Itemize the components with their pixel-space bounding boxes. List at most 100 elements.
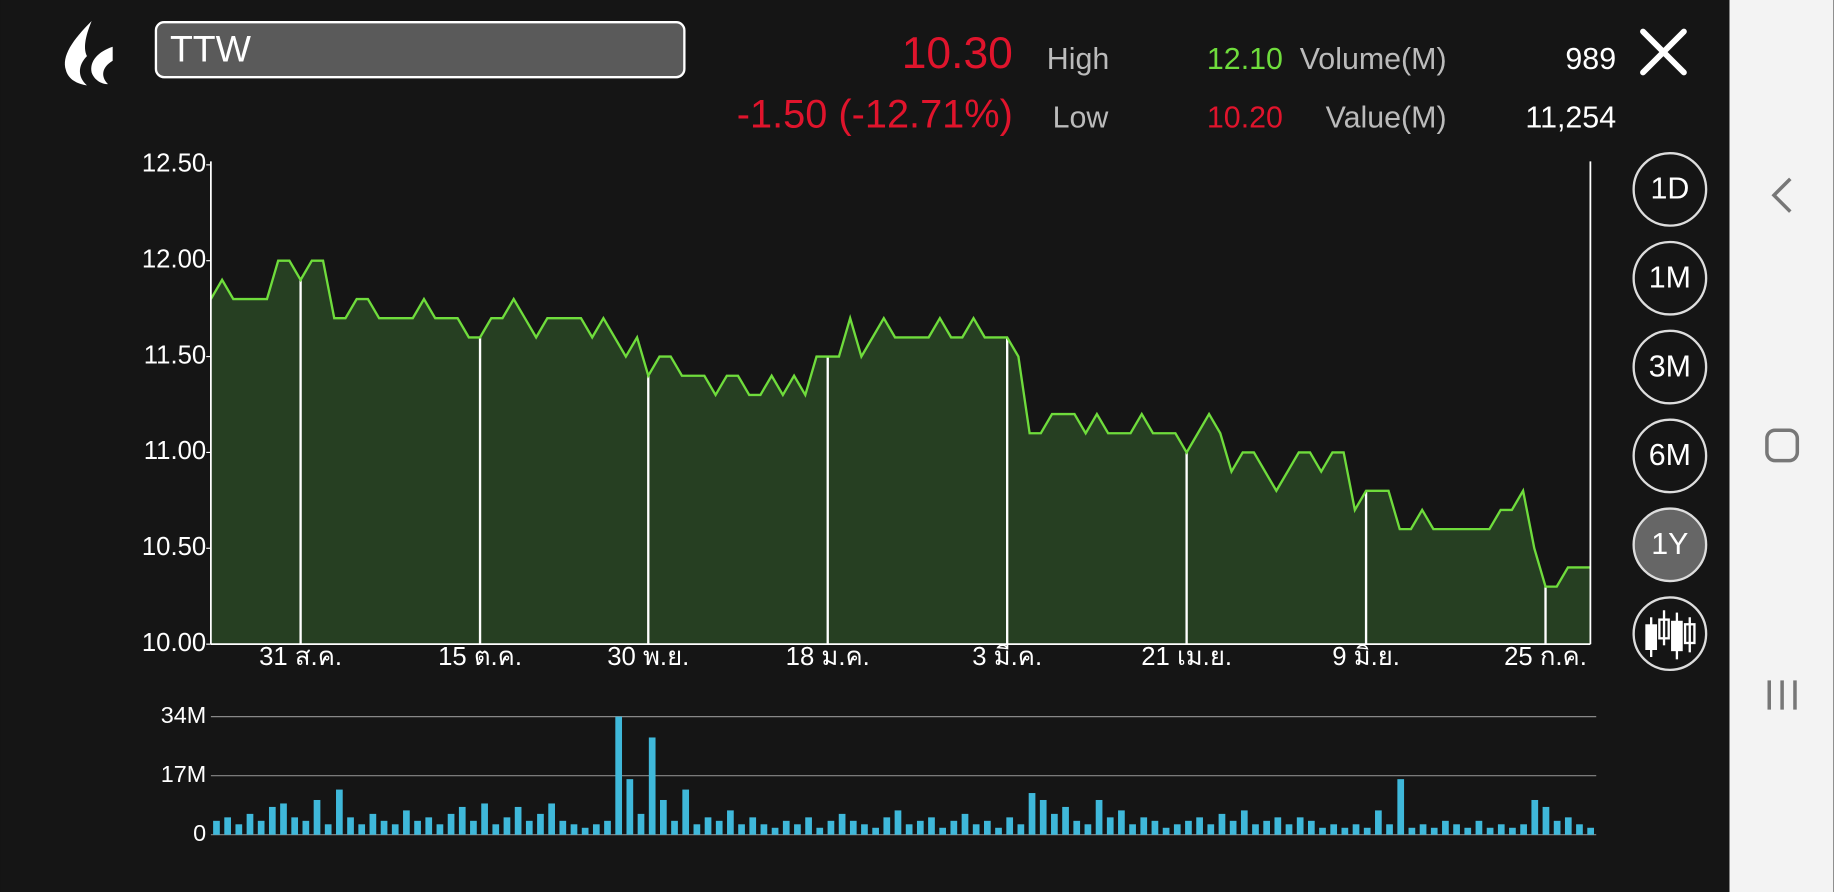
x-tick-label: 3 มี.ค. — [972, 643, 1042, 671]
volume-bar — [1363, 827, 1371, 835]
period-button[interactable] — [1632, 329, 1708, 405]
volume-bar — [1587, 827, 1594, 835]
volume-bar — [794, 824, 801, 835]
low-label: Low — [1053, 100, 1110, 134]
change: -1.50 (-12.71%) — [737, 92, 1013, 136]
volume-bar — [1375, 810, 1382, 835]
volume-value: 989 — [1565, 42, 1616, 76]
volume-bar — [1229, 820, 1237, 835]
logo-flame — [64, 21, 92, 86]
icon-body — [1683, 623, 1696, 645]
period-label: 6M — [1649, 438, 1691, 472]
volume-bar — [1118, 810, 1125, 835]
volume-bar — [1486, 827, 1494, 835]
y-tick-label: 10.50 — [142, 533, 206, 561]
volume-bar — [525, 820, 533, 835]
volume-bar — [581, 827, 589, 835]
volume-bar — [1017, 824, 1025, 835]
volume-bar — [816, 827, 824, 835]
volume-bar — [380, 820, 388, 835]
volume-bar — [637, 813, 645, 835]
volume-bar — [1095, 799, 1103, 835]
x-tick-label: 15 ต.ค. — [438, 643, 522, 671]
volume-bar — [492, 824, 500, 835]
volume-bar — [950, 820, 958, 835]
volume-bar — [1419, 824, 1427, 835]
volume-bar — [626, 779, 634, 835]
nav-home[interactable] — [1765, 428, 1800, 463]
y-tick-label: 12.50 — [142, 150, 206, 178]
volume-bar — [771, 827, 779, 835]
volume-bar — [414, 820, 421, 835]
volume-bar — [939, 827, 947, 835]
y-tick-label: 17M — [161, 761, 206, 787]
close-button[interactable] — [1640, 28, 1687, 76]
period-button[interactable] — [1632, 507, 1708, 583]
volume-bar — [514, 806, 522, 835]
candlestick-button[interactable] — [1632, 596, 1708, 672]
volume-bar — [1106, 817, 1114, 835]
volume-bar — [470, 820, 477, 835]
volume-bar — [1509, 827, 1516, 835]
volume-bar — [548, 803, 555, 835]
period-button[interactable] — [1632, 418, 1708, 494]
volume-bar — [1531, 799, 1539, 835]
volume-bar — [1162, 827, 1170, 835]
volume-bar — [760, 824, 768, 835]
volume-bar — [425, 817, 433, 835]
volume-bar — [369, 813, 377, 835]
volume-bar — [1464, 827, 1472, 835]
logo[interactable] — [64, 21, 113, 86]
volume-bar — [1207, 824, 1215, 835]
volume-bar — [302, 820, 310, 835]
volume-bar — [235, 824, 243, 835]
volume-bar — [324, 824, 332, 835]
price: 10.30 — [902, 29, 1013, 78]
high-label: High — [1047, 42, 1109, 76]
volume-bar — [1453, 824, 1460, 835]
nav-recent[interactable] — [1767, 680, 1797, 710]
volume-bar — [1564, 817, 1572, 835]
price-area — [210, 260, 1591, 645]
volume-bar — [1173, 824, 1181, 835]
volume-bar — [1140, 817, 1148, 835]
icon-body — [1671, 620, 1683, 652]
volume-bar — [1285, 824, 1293, 835]
volume-bar — [481, 803, 488, 835]
volume-bar — [928, 817, 935, 835]
volume-bar — [671, 820, 678, 835]
volume-bar — [682, 789, 690, 835]
high-value: 12.10 — [1207, 42, 1283, 76]
volume-bar — [280, 803, 287, 835]
volume-bar — [1051, 813, 1058, 835]
volume-bar — [246, 813, 254, 835]
y-tick-label: 11.00 — [144, 437, 206, 465]
x-tick-label: 25 ก.ค. — [1504, 643, 1587, 671]
volume-bar — [1129, 824, 1136, 835]
x-tick-label: 21 เม.ย. — [1141, 643, 1232, 671]
volume-bar — [872, 827, 879, 835]
volume-bar — [1341, 827, 1349, 835]
nav-back[interactable] — [1771, 177, 1792, 213]
volume-bar — [615, 716, 623, 835]
volume-bar — [403, 810, 410, 835]
volume-bar — [1240, 810, 1248, 835]
value-label: Value(M) — [1326, 100, 1447, 134]
period-button[interactable] — [1632, 240, 1708, 316]
volume-bar — [1408, 827, 1416, 835]
volume-bar — [916, 820, 924, 835]
x-tick-label: 31 ส.ค. — [259, 643, 342, 671]
volume-bar — [861, 824, 868, 835]
volume-bar — [715, 820, 723, 835]
volume-bar — [1062, 806, 1069, 835]
search-box[interactable] — [154, 21, 686, 79]
volume-bar — [983, 820, 991, 835]
volume-bar — [704, 817, 712, 835]
symbol: TTW — [170, 27, 252, 69]
volume-bar — [749, 817, 757, 835]
y-tick-label: 12.00 — [142, 245, 206, 273]
period-button[interactable] — [1632, 151, 1708, 227]
x-tick-label: 9 มิ.ย. — [1332, 643, 1400, 671]
volume-bar — [660, 799, 667, 835]
